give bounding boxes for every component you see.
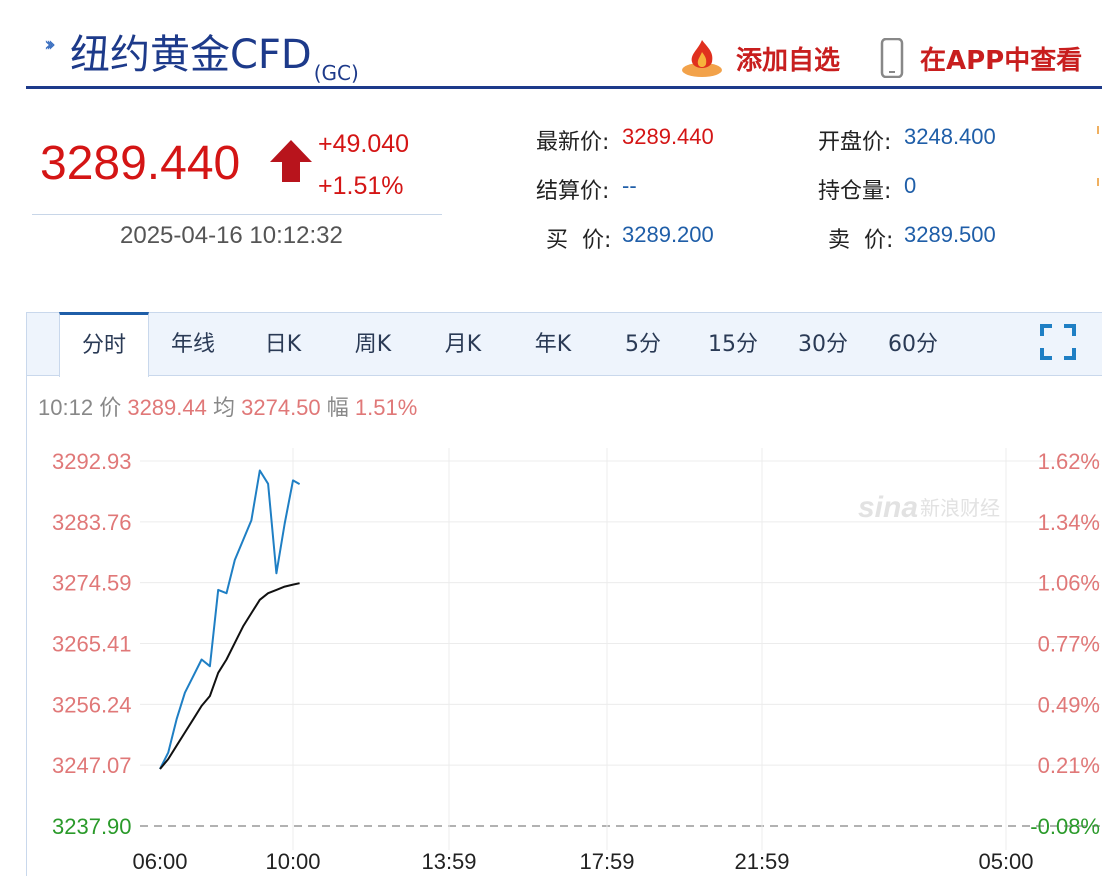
field-label-ask: 卖 价:	[828, 228, 894, 253]
field-label-latest: 最新价:	[536, 130, 610, 155]
tab-intraday[interactable]: 分时	[59, 312, 149, 377]
view-in-app-button[interactable]: 在APP中查看	[920, 46, 1083, 76]
tab-30min[interactable]: 30分	[798, 332, 848, 357]
field-label-settle: 结算价:	[536, 179, 610, 204]
tab-5min[interactable]: 5分	[625, 332, 661, 357]
tab-year-line[interactable]: 年线	[170, 332, 215, 357]
tab-60min[interactable]: 60分	[888, 332, 938, 357]
page-title: 纽约黄金CFD (GC)	[70, 32, 359, 85]
quote-timestamp: 2025-04-16 10:12:32	[120, 222, 343, 249]
instrument-code: (GC)	[313, 61, 359, 85]
field-value-open-interest: 0	[904, 173, 917, 198]
header-divider	[26, 86, 1102, 89]
flame-icon[interactable]	[680, 36, 724, 78]
field-label-open: 开盘价:	[818, 130, 892, 155]
up-arrow-icon	[270, 140, 312, 182]
quote-divider	[32, 214, 442, 215]
phone-icon[interactable]	[880, 38, 904, 78]
cropped-edge-mark	[1097, 126, 1099, 186]
field-value-ask: 3289.500	[904, 222, 996, 247]
title-chevron-icon: ›››	[44, 32, 56, 56]
info-price: 3289.44	[127, 395, 207, 420]
tab-15min[interactable]: 15分	[708, 332, 758, 357]
info-price-label: 价	[99, 395, 122, 420]
tab-monthly-k[interactable]: 月K	[444, 332, 482, 357]
info-avg-label: 均	[212, 395, 235, 420]
tab-weekly-k[interactable]: 周K	[354, 332, 392, 357]
info-avg: 3274.50	[241, 395, 321, 420]
field-value-open: 3248.400	[904, 124, 996, 149]
field-label-bid: 买 价:	[546, 228, 612, 253]
field-value-latest: 3289.440	[622, 124, 714, 149]
fullscreen-icon[interactable]	[1040, 324, 1076, 360]
last-price: 3289.440	[40, 137, 241, 190]
add-watchlist-button[interactable]: 添加自选	[736, 46, 841, 76]
tab-daily-k[interactable]: 日K	[264, 332, 302, 357]
change-percent: +1.51%	[318, 172, 404, 200]
field-value-settle: --	[622, 173, 637, 198]
chart-tab-bar: 分时 年线 日K 周K 月K 年K 5分 15分 30分 60分	[26, 312, 1102, 377]
info-amp: 1.51%	[354, 395, 418, 420]
crosshair-info-line: 10:12 价 3289.44 均 3274.50 幅 1.51%	[38, 390, 417, 422]
change-amount: +49.040	[318, 130, 410, 158]
info-time: 10:12	[38, 395, 94, 420]
field-value-bid: 3289.200	[622, 222, 714, 247]
chart-frame	[26, 375, 1102, 876]
tab-yearly-k[interactable]: 年K	[534, 332, 572, 357]
field-label-open-interest: 持仓量:	[818, 179, 892, 204]
info-amp-label: 幅	[326, 395, 349, 420]
